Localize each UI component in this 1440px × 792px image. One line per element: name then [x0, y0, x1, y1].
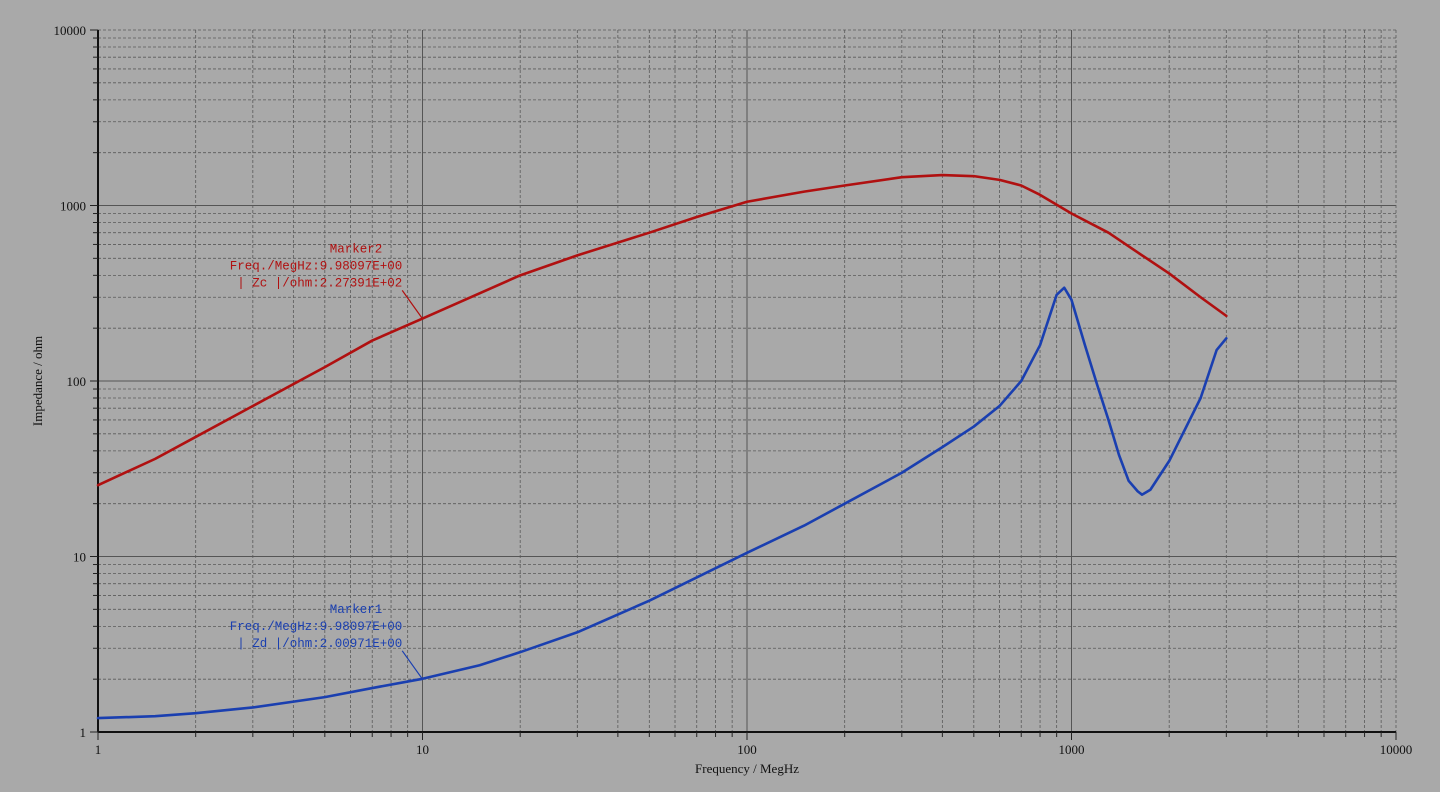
- marker-text-line: Marker1: [330, 603, 383, 617]
- x-tick-label: 1000: [1059, 742, 1085, 757]
- y-tick-label: 1: [80, 725, 87, 740]
- x-tick-label: 1: [95, 742, 102, 757]
- marker-annotation-1: Marker2 Freq./MegHz:9.98097E+00 | Zc |/ohm…: [230, 242, 423, 319]
- y-tick-label: 1000: [60, 199, 86, 214]
- y-axis-title: Impedance / ohm: [30, 336, 45, 426]
- marker-text-line: Freq./MegHz:9.98097E+00: [230, 259, 403, 273]
- series-line-1: [96, 173, 1228, 487]
- marker-text-line: Marker2: [330, 242, 383, 256]
- marker-text-line: Freq./MegHz:9.98097E+00: [230, 620, 403, 634]
- x-tick-label: 100: [737, 742, 757, 757]
- tick-labels: 1 10 100 1000 10000 1 10 100 1000 10000: [54, 23, 1413, 757]
- y-tick-label: 10000: [54, 23, 87, 38]
- marker-annotation-2: Marker1 Freq./MegHz:9.98097E+00 | Zd |/ohm…: [230, 603, 423, 680]
- x-tick-label: 10: [416, 742, 429, 757]
- marker-text-line: | Zc |/ohm:2.27391E+02: [237, 276, 402, 290]
- marker-leader-line: [401, 290, 423, 319]
- y-tick-label: 10: [73, 550, 86, 565]
- marker-text-line: | Zd |/ohm:2.00971E+00: [237, 637, 402, 651]
- y-tick-label: 100: [67, 374, 87, 389]
- marker-leader-line: [401, 650, 423, 680]
- grid: [98, 30, 1396, 732]
- series-line-2: [96, 286, 1228, 720]
- marker-annotations: Marker2 Freq./MegHz:9.98097E+00 | Zc |/ohm…: [230, 242, 423, 680]
- series-lines: [96, 173, 1228, 720]
- x-axis-title: Frequency / MegHz: [695, 761, 799, 776]
- x-tick-label: 10000: [1380, 742, 1413, 757]
- axis-ticks: [90, 29, 1397, 740]
